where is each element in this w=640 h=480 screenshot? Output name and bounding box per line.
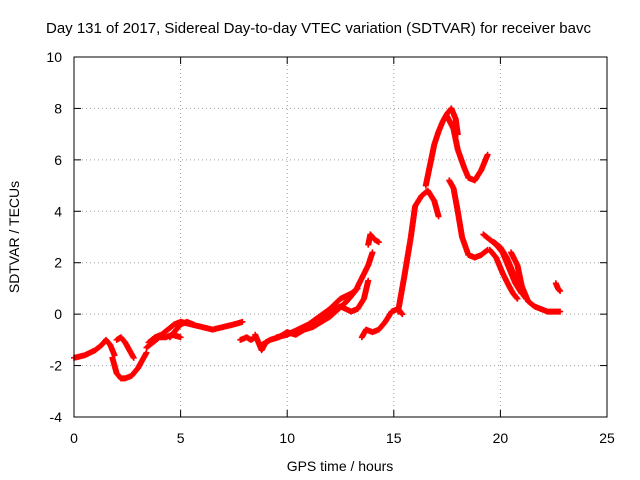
- data-point: [435, 213, 442, 220]
- y-tick-label: 6: [54, 152, 62, 168]
- data-point: [143, 349, 150, 356]
- series-seg22: [508, 249, 564, 315]
- data-point: [398, 310, 405, 317]
- y-tick-label: -4: [50, 409, 63, 425]
- data-point: [557, 288, 564, 294]
- data-point: [354, 285, 361, 292]
- series-seg17: [444, 113, 491, 184]
- y-tick-label: 0: [54, 306, 62, 322]
- data-point: [375, 239, 382, 246]
- data-point: [484, 151, 491, 158]
- data-point: [177, 334, 184, 341]
- x-tick-label: 5: [177, 430, 185, 446]
- series-seg7: [177, 318, 246, 333]
- data-point: [365, 277, 372, 284]
- y-tick-label: 4: [54, 203, 62, 219]
- data-point: [353, 286, 360, 293]
- series-seg12: [316, 277, 372, 323]
- series-seg5: [145, 318, 184, 346]
- series-seg15: [395, 187, 442, 315]
- data-point: [557, 308, 564, 315]
- x-tick-label: 20: [493, 430, 509, 446]
- plot-frame: [73, 56, 608, 418]
- axis-ticks: [73, 56, 608, 418]
- data-point: [369, 249, 376, 256]
- data-point: [399, 311, 406, 318]
- y-tick-label: 8: [54, 100, 62, 116]
- x-tick-label: 0: [70, 430, 78, 446]
- x-tick-labels: 0 5 10 15 20 25: [70, 430, 615, 446]
- data-point: [514, 295, 521, 302]
- series-seg13: [365, 231, 382, 248]
- x-tick-label: 10: [279, 430, 295, 446]
- series-seg21: [486, 246, 521, 302]
- chart-title: Day 131 of 2017, Sidereal Day-to-day VTE…: [46, 20, 591, 37]
- series-seg10: [258, 249, 376, 348]
- series-seg2: [109, 349, 150, 382]
- series-seg3: [113, 334, 137, 361]
- y-tick-label: 2: [54, 255, 62, 271]
- x-axis-label: GPS time / hours: [287, 458, 394, 474]
- data-points: [71, 105, 564, 382]
- data-point: [513, 294, 520, 301]
- series-seg8: [237, 334, 259, 343]
- series-seg23: [552, 280, 564, 294]
- x-tick-label: 25: [599, 430, 615, 446]
- series-seg18: [446, 177, 491, 261]
- data-point: [239, 318, 246, 325]
- data-point: [130, 354, 137, 361]
- grid-lines: [74, 57, 607, 417]
- x-tick-label: 15: [386, 430, 402, 446]
- y-axis-label: SDTVAR / TECUs: [6, 181, 22, 293]
- y-tick-label: -2: [50, 358, 63, 374]
- y-tick-label: 10: [46, 49, 62, 65]
- y-tick-labels: -4 -2 0 2 4 6 8 10: [46, 49, 62, 425]
